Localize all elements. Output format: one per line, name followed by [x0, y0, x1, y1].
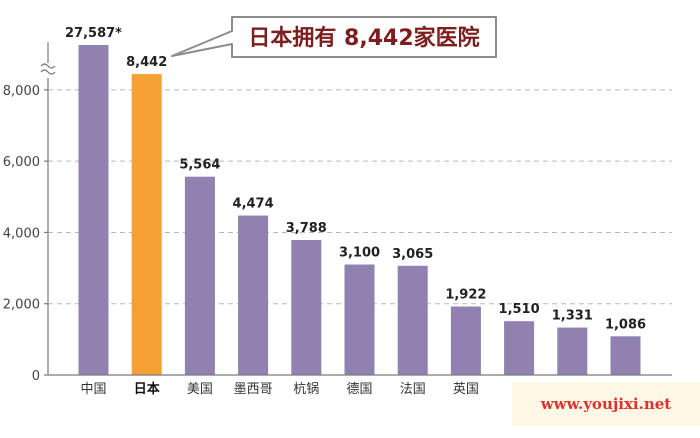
bar	[610, 336, 641, 375]
value-label: 3,788	[286, 221, 327, 236]
value-label: 27,587*	[65, 26, 122, 41]
category-label: 美国	[187, 382, 213, 397]
category-label: 杭锅	[293, 381, 319, 397]
category-label: 日本	[134, 381, 160, 397]
annotation-callout: 日本拥有 8,442家医院	[171, 16, 497, 58]
bar	[504, 321, 535, 375]
y-tick-label: 2,000	[3, 298, 40, 313]
watermark-background	[512, 382, 700, 426]
y-tick-label: 8,000	[3, 84, 40, 99]
watermark-text: www.youjixi.net	[540, 395, 672, 413]
annotation-text: 日本拥有 8,442家医院	[248, 25, 479, 51]
category-label: 墨西哥	[234, 382, 273, 397]
bar	[131, 74, 162, 375]
value-label: 1,922	[445, 287, 486, 302]
bar	[557, 327, 588, 375]
category-label: 法国	[400, 382, 426, 397]
y-tick-label: 6,000	[3, 155, 40, 170]
bar	[184, 176, 215, 375]
category-label: 德国	[346, 382, 372, 397]
axis-break-mark	[40, 69, 56, 75]
value-label: 4,474	[233, 197, 274, 212]
value-label: 1,086	[605, 317, 646, 332]
y-tick-label: 0	[32, 369, 40, 384]
axis-break-mark	[40, 63, 56, 69]
bar	[344, 264, 375, 375]
y-axis	[40, 42, 672, 376]
labels: 0 2,000 4,000 6,000 8,000 27,587* 中国 8,442 日本 5,5…	[3, 26, 646, 397]
callout-box	[171, 16, 497, 58]
bar	[291, 239, 322, 375]
value-label: 1,331	[552, 309, 593, 324]
bars	[78, 45, 641, 375]
value-label: 5,564	[179, 158, 220, 173]
value-label: 1,510	[499, 302, 540, 317]
bar	[78, 45, 109, 375]
bar	[238, 215, 269, 375]
category-label: 英国	[453, 382, 479, 397]
watermark: www.youjixi.net	[512, 382, 700, 426]
value-label: 3,065	[392, 247, 433, 262]
value-label: 8,442	[126, 55, 167, 70]
bar	[450, 306, 481, 375]
category-label: 中国	[80, 382, 106, 397]
value-label: 3,100	[339, 246, 380, 261]
y-tick-label: 4,000	[3, 226, 40, 241]
bar	[397, 265, 428, 375]
